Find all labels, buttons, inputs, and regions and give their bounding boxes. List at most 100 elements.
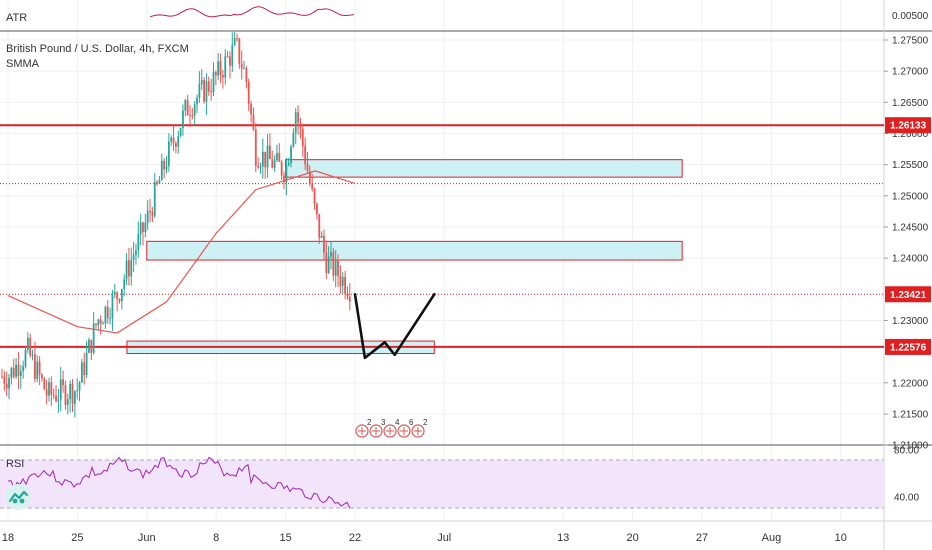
rsi-band-fill	[0, 460, 884, 508]
flag-icon	[414, 427, 422, 435]
grid-lines	[0, 0, 884, 520]
rsi-tick-label: 80.00	[894, 446, 919, 457]
candle	[250, 100, 252, 123]
candle-body	[24, 349, 27, 367]
date-tick-label: 20	[626, 532, 638, 544]
candle	[116, 291, 119, 312]
candle	[120, 288, 123, 310]
candle	[29, 333, 32, 358]
price-axis: 1.27500 1.27000 1.26500 1.26000 1.25500 1.250…	[884, 36, 931, 452]
candle	[346, 286, 349, 300]
candle-body	[64, 385, 67, 405]
candle-body	[316, 203, 318, 215]
candle-body	[1, 376, 3, 378]
candle	[245, 66, 248, 89]
candle	[66, 393, 69, 415]
candle-body	[81, 362, 83, 383]
candle-body	[62, 379, 64, 386]
candle	[186, 94, 189, 116]
candle	[163, 158, 166, 179]
event-badge: 6	[397, 418, 414, 438]
date-tick-label: 13	[557, 532, 569, 544]
candle-body	[348, 296, 351, 302]
price-tick-label: 1.21000	[892, 441, 929, 452]
candle	[313, 187, 316, 210]
candle	[12, 358, 15, 379]
price-tick-label: 1.24000	[892, 254, 929, 265]
candle	[229, 51, 231, 79]
candle	[261, 138, 264, 179]
candle-body	[264, 151, 267, 168]
event-badge-count: 2	[423, 418, 428, 427]
candle	[214, 70, 217, 86]
price-tick-label: 1.23000	[892, 316, 929, 327]
candle-body	[88, 339, 90, 353]
candle	[273, 155, 276, 172]
candle	[76, 378, 79, 400]
flag-icon	[386, 427, 394, 435]
candle	[348, 283, 351, 311]
candle	[325, 241, 328, 279]
date-tick-label: Jul	[437, 532, 451, 544]
candle	[19, 365, 22, 390]
date-axis: 18 25 Jun 8 15 22 Jul 13 20 27 Aug 10	[2, 532, 847, 544]
candle-body	[146, 210, 149, 223]
candle	[334, 249, 337, 288]
candle-body	[8, 377, 10, 389]
candle-body	[200, 80, 203, 85]
event-badge: 4	[383, 418, 400, 438]
price-tag: 1.23421	[885, 286, 931, 303]
candle	[5, 371, 8, 397]
candle	[189, 105, 191, 127]
candle	[62, 370, 64, 393]
candle-body	[5, 383, 8, 389]
candle	[81, 358, 83, 383]
candle	[182, 104, 184, 136]
candle	[323, 229, 325, 261]
candlestick-series	[1, 32, 351, 418]
price-tag: 1.22576	[885, 338, 931, 355]
price-tick-label: 1.25000	[892, 191, 929, 202]
candle-body	[330, 252, 332, 257]
candle-body	[184, 100, 187, 111]
candle	[3, 370, 6, 391]
candle-body	[278, 152, 281, 162]
candle-body	[66, 399, 69, 405]
price-tag: 1.26133	[885, 117, 931, 134]
candle-body	[95, 323, 97, 325]
candle	[179, 127, 182, 138]
candle-body	[106, 306, 109, 319]
candle	[252, 107, 255, 131]
price-tick-label: 1.26500	[892, 98, 929, 109]
candle	[38, 356, 41, 386]
candle	[69, 380, 72, 413]
candle	[52, 388, 55, 400]
event-badge: 2	[355, 418, 372, 438]
candle	[191, 107, 194, 120]
candle-body	[92, 323, 95, 353]
candle-body	[226, 56, 229, 58]
candle-body	[109, 318, 111, 320]
candle	[125, 253, 128, 286]
candle-body	[85, 352, 88, 376]
candle-body	[123, 279, 126, 290]
tradingview-logo[interactable]	[5, 484, 31, 510]
candle-body	[17, 364, 20, 377]
candle	[226, 51, 229, 58]
candle-body	[111, 294, 114, 319]
date-tick-label: 10	[835, 532, 847, 544]
candle	[92, 312, 95, 355]
candle	[175, 141, 177, 154]
flag-icon	[358, 427, 366, 435]
price-tick-label: 1.27000	[892, 67, 929, 78]
candle	[50, 376, 53, 407]
event-badge-count: 4	[395, 418, 400, 427]
candle-body	[217, 61, 220, 76]
candle-body	[276, 152, 278, 161]
candle	[144, 213, 147, 238]
candle-body	[191, 115, 194, 117]
candle-body	[137, 234, 140, 251]
